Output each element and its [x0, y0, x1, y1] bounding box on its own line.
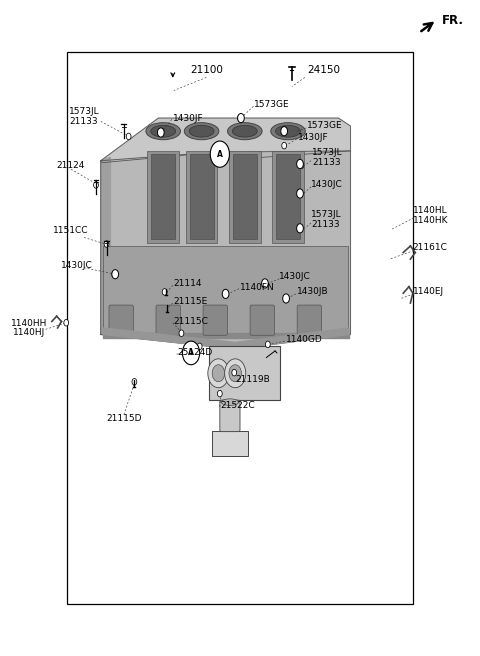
FancyBboxPatch shape — [276, 154, 300, 239]
Ellipse shape — [221, 399, 239, 405]
Circle shape — [282, 142, 287, 149]
Circle shape — [238, 115, 242, 121]
Text: 1573JL
21133: 1573JL 21133 — [69, 108, 99, 126]
FancyBboxPatch shape — [203, 305, 228, 335]
Text: 1430JC: 1430JC — [279, 272, 311, 281]
Text: 21522C: 21522C — [221, 401, 255, 410]
FancyBboxPatch shape — [220, 400, 240, 432]
Text: 21114: 21114 — [174, 279, 202, 288]
Circle shape — [197, 343, 202, 350]
FancyBboxPatch shape — [297, 305, 322, 335]
Circle shape — [179, 330, 184, 337]
Text: 1140EJ: 1140EJ — [413, 287, 444, 297]
Circle shape — [262, 279, 268, 288]
Circle shape — [297, 189, 303, 198]
Text: 1140GD: 1140GD — [286, 335, 323, 344]
Circle shape — [112, 270, 119, 279]
Circle shape — [238, 113, 244, 123]
Text: 21115C: 21115C — [174, 317, 209, 326]
Circle shape — [157, 128, 164, 137]
Polygon shape — [101, 118, 350, 163]
Text: 21161C: 21161C — [413, 243, 448, 253]
FancyBboxPatch shape — [229, 151, 261, 243]
Circle shape — [232, 369, 237, 376]
Text: 1573JL
21133: 1573JL 21133 — [312, 148, 343, 167]
FancyBboxPatch shape — [103, 246, 348, 335]
FancyBboxPatch shape — [212, 431, 248, 456]
FancyBboxPatch shape — [186, 151, 217, 243]
FancyBboxPatch shape — [109, 305, 133, 335]
FancyBboxPatch shape — [272, 151, 304, 243]
Circle shape — [281, 127, 288, 136]
Text: A: A — [188, 348, 194, 358]
Circle shape — [104, 241, 109, 247]
Circle shape — [210, 141, 229, 167]
FancyBboxPatch shape — [190, 154, 214, 239]
Polygon shape — [101, 151, 350, 349]
Text: 21115D: 21115D — [106, 414, 142, 423]
Circle shape — [212, 365, 225, 382]
Ellipse shape — [189, 125, 214, 137]
Circle shape — [283, 294, 289, 303]
Circle shape — [297, 224, 303, 233]
FancyBboxPatch shape — [250, 305, 275, 335]
FancyBboxPatch shape — [209, 346, 280, 400]
Ellipse shape — [276, 125, 300, 137]
Text: 1430JC: 1430JC — [311, 180, 343, 190]
Polygon shape — [103, 328, 349, 349]
Circle shape — [225, 359, 246, 388]
Ellipse shape — [184, 123, 219, 140]
Circle shape — [222, 289, 229, 298]
Circle shape — [223, 291, 228, 297]
Ellipse shape — [232, 125, 257, 137]
Text: 1140FN: 1140FN — [240, 283, 275, 292]
Text: 1430JC: 1430JC — [61, 261, 93, 270]
Text: 1573JL
21133: 1573JL 21133 — [311, 211, 342, 229]
Circle shape — [263, 280, 268, 287]
FancyBboxPatch shape — [151, 154, 175, 239]
Ellipse shape — [151, 125, 176, 137]
Text: 1573GE: 1573GE — [254, 100, 290, 110]
Text: 24150: 24150 — [307, 66, 340, 75]
Text: 1151CC: 1151CC — [53, 226, 89, 236]
Circle shape — [132, 379, 137, 385]
Circle shape — [162, 289, 167, 295]
FancyBboxPatch shape — [156, 305, 180, 335]
Ellipse shape — [271, 123, 305, 140]
Bar — [67, 52, 413, 604]
Text: 1430JB: 1430JB — [297, 287, 328, 297]
Text: 21115E: 21115E — [174, 297, 208, 306]
Ellipse shape — [146, 123, 180, 140]
Text: A: A — [217, 150, 223, 159]
Text: 21124: 21124 — [57, 161, 85, 170]
Text: 25124D: 25124D — [178, 348, 213, 358]
Ellipse shape — [228, 123, 262, 140]
Circle shape — [283, 295, 288, 302]
Polygon shape — [101, 157, 110, 335]
Text: 1140HH
1140HJ: 1140HH 1140HJ — [11, 319, 47, 337]
Text: 1573GE: 1573GE — [307, 121, 343, 131]
Circle shape — [182, 341, 200, 365]
Text: 21100: 21100 — [190, 66, 223, 75]
Circle shape — [217, 390, 222, 397]
Circle shape — [112, 271, 117, 277]
Text: 1430JF: 1430JF — [173, 113, 204, 123]
Circle shape — [229, 365, 241, 382]
Circle shape — [64, 319, 69, 326]
Circle shape — [126, 133, 131, 140]
FancyBboxPatch shape — [147, 151, 179, 243]
Circle shape — [265, 341, 270, 348]
Circle shape — [299, 162, 304, 169]
Circle shape — [208, 359, 229, 388]
Circle shape — [298, 225, 303, 232]
Text: 1430JF: 1430JF — [298, 133, 328, 142]
Circle shape — [94, 182, 98, 188]
FancyBboxPatch shape — [233, 154, 257, 239]
Text: 1140HL
1140HK: 1140HL 1140HK — [413, 206, 448, 224]
Text: FR.: FR. — [442, 14, 464, 28]
Circle shape — [298, 190, 302, 197]
Text: 21119B: 21119B — [235, 375, 270, 384]
Circle shape — [297, 159, 303, 169]
